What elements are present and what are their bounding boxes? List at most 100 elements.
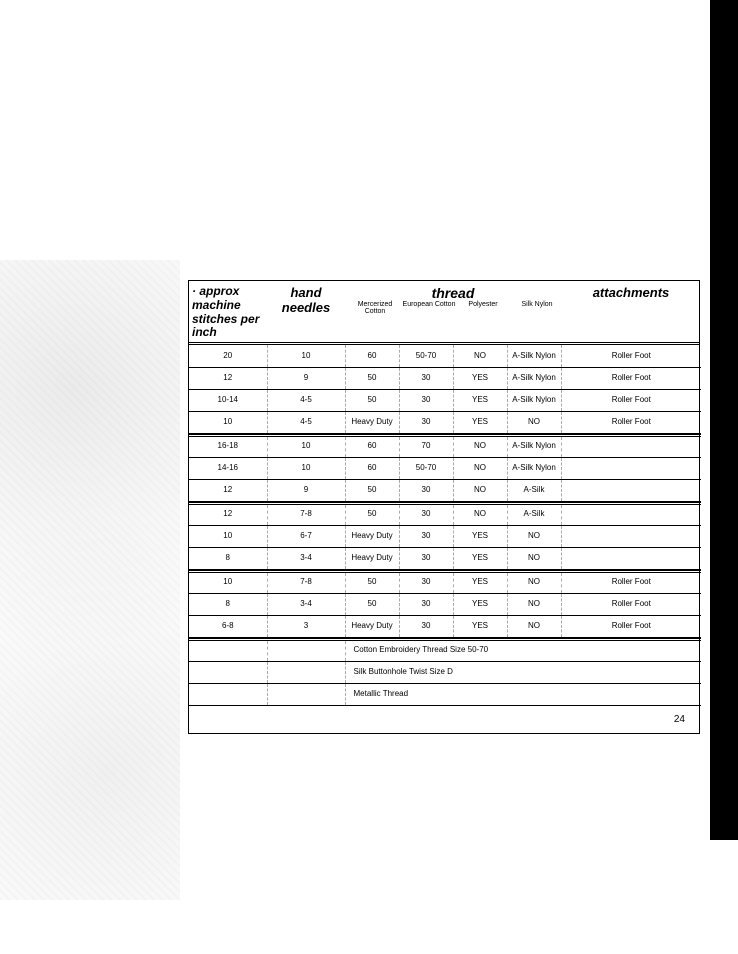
table-row: 1295030NOA-Silk [189, 479, 701, 501]
table-cell [561, 503, 701, 525]
table-cell [267, 661, 345, 683]
table-row: 6-83Heavy Duty30YESNORoller Foot [189, 615, 701, 637]
table-cell: 10 [267, 435, 345, 457]
header-thread-title: thread [348, 285, 558, 301]
table-cell: 12 [189, 479, 267, 501]
table-cell: Roller Foot [561, 571, 701, 593]
table-cell: 30 [399, 389, 453, 411]
table-cell: YES [453, 593, 507, 615]
table-cell: 30 [399, 593, 453, 615]
table-cell: 30 [399, 571, 453, 593]
table-row: 16-18106070NOA-Silk Nylon [189, 435, 701, 457]
table-cell: Heavy Duty [345, 411, 399, 433]
table-row: 127-85030NOA-Silk [189, 503, 701, 525]
table-cell: A-Silk Nylon [507, 367, 561, 389]
header-stitches-per-inch: · approx machine stitches per inch [189, 281, 267, 342]
table-cell: Roller Foot [561, 345, 701, 367]
table-cell: 30 [399, 503, 453, 525]
table-cell-note: Metallic Thread [345, 683, 701, 705]
table-cell: YES [453, 615, 507, 637]
table-cell: 50 [345, 503, 399, 525]
table-cell [267, 683, 345, 705]
table-cell: 30 [399, 479, 453, 501]
table-cell: 3-4 [267, 593, 345, 615]
table-row: 107-85030YESNORoller Foot [189, 571, 701, 593]
table-row: 104-5Heavy Duty30YESNORoller Foot [189, 411, 701, 433]
table-cell: 3-4 [267, 547, 345, 569]
scan-artifact-left [0, 260, 180, 900]
table-cell: 50 [345, 367, 399, 389]
table-cell [189, 683, 267, 705]
table-cell: 14-16 [189, 457, 267, 479]
table-cell: YES [453, 571, 507, 593]
table-cell: 6-7 [267, 525, 345, 547]
table-cell: 60 [345, 457, 399, 479]
header-attachments: attachments [561, 281, 701, 342]
table-cell: 10 [267, 345, 345, 367]
table-cell: Heavy Duty [345, 615, 399, 637]
table-cell: 50 [345, 571, 399, 593]
table-cell: 30 [399, 615, 453, 637]
thread-table: 20106050-70NOA-Silk NylonRoller Foot1295… [189, 345, 701, 706]
table-cell: Heavy Duty [345, 525, 399, 547]
table-cell: Roller Foot [561, 367, 701, 389]
table-cell: NO [453, 345, 507, 367]
table-row: Metallic Thread [189, 683, 701, 705]
table-cell: 8 [189, 547, 267, 569]
table-cell: YES [453, 525, 507, 547]
table-cell: 10 [189, 525, 267, 547]
table-row: 20106050-70NOA-Silk NylonRoller Foot [189, 345, 701, 367]
table-cell: 4-5 [267, 411, 345, 433]
table-cell: NO [507, 547, 561, 569]
table-cell: 3 [267, 615, 345, 637]
table-cell: 60 [345, 435, 399, 457]
table-cell: A-Silk Nylon [507, 457, 561, 479]
table-cell: 60 [345, 345, 399, 367]
table-cell: 10 [267, 457, 345, 479]
table-cell [561, 547, 701, 569]
table-cell: NO [453, 457, 507, 479]
table-cell-note: Silk Buttonhole Twist Size D [345, 661, 701, 683]
table-cell: NO [507, 593, 561, 615]
thread-chart-page: · approx machine stitches per inch hand … [188, 280, 700, 734]
table-row: 83-4Heavy Duty30YESNO [189, 547, 701, 569]
table-cell: 30 [399, 547, 453, 569]
table-row: Cotton Embroidery Thread Size 50-70 [189, 639, 701, 661]
table-cell: 30 [399, 525, 453, 547]
table-cell: 9 [267, 479, 345, 501]
table-cell: 10 [189, 571, 267, 593]
table-cell: A-Silk Nylon [507, 389, 561, 411]
page-number: 24 [189, 706, 699, 733]
header-mercerized-cotton: Mercerized Cotton [348, 301, 402, 315]
table-cell: NO [507, 525, 561, 547]
table-cell: NO [453, 503, 507, 525]
header-thread-group: thread Mercerized Cotton European Cotton… [345, 281, 561, 342]
table-cell: 12 [189, 503, 267, 525]
table-cell: 16-18 [189, 435, 267, 457]
table-cell [267, 639, 345, 661]
table-cell: 50-70 [399, 345, 453, 367]
table-cell-note: Cotton Embroidery Thread Size 50-70 [345, 639, 701, 661]
table-cell: 70 [399, 435, 453, 457]
table-cell: 30 [399, 411, 453, 433]
table-cell [189, 661, 267, 683]
table-cell: 50 [345, 479, 399, 501]
table-cell: 12 [189, 367, 267, 389]
table-row: 1295030YESA-Silk NylonRoller Foot [189, 367, 701, 389]
header-hand-needles: hand needles [267, 281, 345, 342]
table-cell: NO [453, 479, 507, 501]
table-row: Silk Buttonhole Twist Size D [189, 661, 701, 683]
table-cell: YES [453, 547, 507, 569]
table-cell: 9 [267, 367, 345, 389]
table-cell: Roller Foot [561, 615, 701, 637]
table-cell [561, 457, 701, 479]
table-cell [561, 479, 701, 501]
table-row: 14-16106050-70NOA-Silk Nylon [189, 457, 701, 479]
table-header: · approx machine stitches per inch hand … [189, 281, 699, 345]
table-cell: 10-14 [189, 389, 267, 411]
table-row: 10-144-55030YESA-Silk NylonRoller Foot [189, 389, 701, 411]
table-cell: A-Silk Nylon [507, 345, 561, 367]
table-cell: Roller Foot [561, 593, 701, 615]
table-cell: 6-8 [189, 615, 267, 637]
table-cell: YES [453, 367, 507, 389]
